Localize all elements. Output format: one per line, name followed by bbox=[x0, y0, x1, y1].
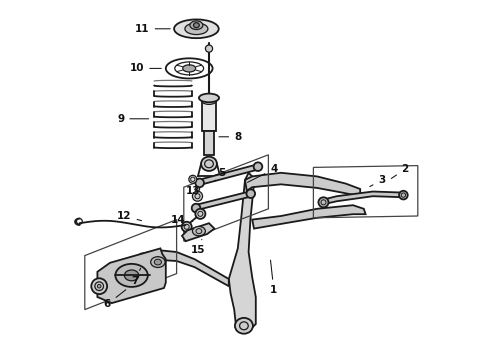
Circle shape bbox=[91, 278, 107, 294]
Ellipse shape bbox=[202, 97, 216, 104]
Ellipse shape bbox=[235, 318, 253, 334]
Circle shape bbox=[189, 175, 197, 183]
Polygon shape bbox=[195, 191, 252, 211]
Ellipse shape bbox=[154, 259, 162, 265]
Text: 15: 15 bbox=[191, 239, 205, 255]
Circle shape bbox=[196, 179, 204, 187]
Ellipse shape bbox=[190, 21, 203, 30]
Text: 7: 7 bbox=[131, 268, 141, 286]
Polygon shape bbox=[182, 223, 215, 241]
Polygon shape bbox=[245, 173, 360, 196]
Circle shape bbox=[196, 187, 199, 191]
Ellipse shape bbox=[185, 23, 208, 35]
Ellipse shape bbox=[124, 270, 139, 281]
Ellipse shape bbox=[205, 45, 213, 52]
Circle shape bbox=[192, 204, 200, 212]
Polygon shape bbox=[322, 192, 404, 204]
Text: 11: 11 bbox=[135, 24, 170, 34]
Ellipse shape bbox=[116, 264, 148, 287]
Polygon shape bbox=[229, 173, 256, 331]
Text: 8: 8 bbox=[219, 132, 242, 142]
Ellipse shape bbox=[193, 226, 205, 236]
Ellipse shape bbox=[193, 191, 202, 201]
Ellipse shape bbox=[182, 222, 192, 232]
Circle shape bbox=[318, 197, 328, 207]
Ellipse shape bbox=[183, 65, 196, 72]
Text: 12: 12 bbox=[117, 211, 142, 221]
Ellipse shape bbox=[151, 257, 165, 267]
Text: 2: 2 bbox=[392, 164, 409, 179]
Polygon shape bbox=[98, 248, 166, 303]
Circle shape bbox=[98, 284, 101, 288]
Ellipse shape bbox=[174, 19, 219, 38]
Ellipse shape bbox=[194, 23, 199, 28]
Circle shape bbox=[399, 191, 408, 199]
Polygon shape bbox=[198, 164, 259, 185]
Polygon shape bbox=[141, 250, 229, 286]
Ellipse shape bbox=[201, 157, 217, 171]
Polygon shape bbox=[204, 131, 214, 155]
Text: 5: 5 bbox=[215, 168, 225, 181]
Circle shape bbox=[246, 189, 255, 198]
Text: 14: 14 bbox=[171, 215, 193, 225]
Circle shape bbox=[254, 162, 262, 171]
Text: 1: 1 bbox=[270, 260, 277, 295]
Text: 3: 3 bbox=[370, 175, 386, 186]
Text: 6: 6 bbox=[104, 290, 126, 309]
Text: 13: 13 bbox=[186, 186, 200, 196]
Ellipse shape bbox=[196, 209, 205, 219]
Ellipse shape bbox=[199, 94, 219, 102]
Text: 9: 9 bbox=[117, 114, 148, 124]
Text: 10: 10 bbox=[130, 63, 161, 73]
Polygon shape bbox=[252, 205, 366, 229]
Polygon shape bbox=[202, 101, 216, 131]
Text: 4: 4 bbox=[247, 164, 277, 183]
